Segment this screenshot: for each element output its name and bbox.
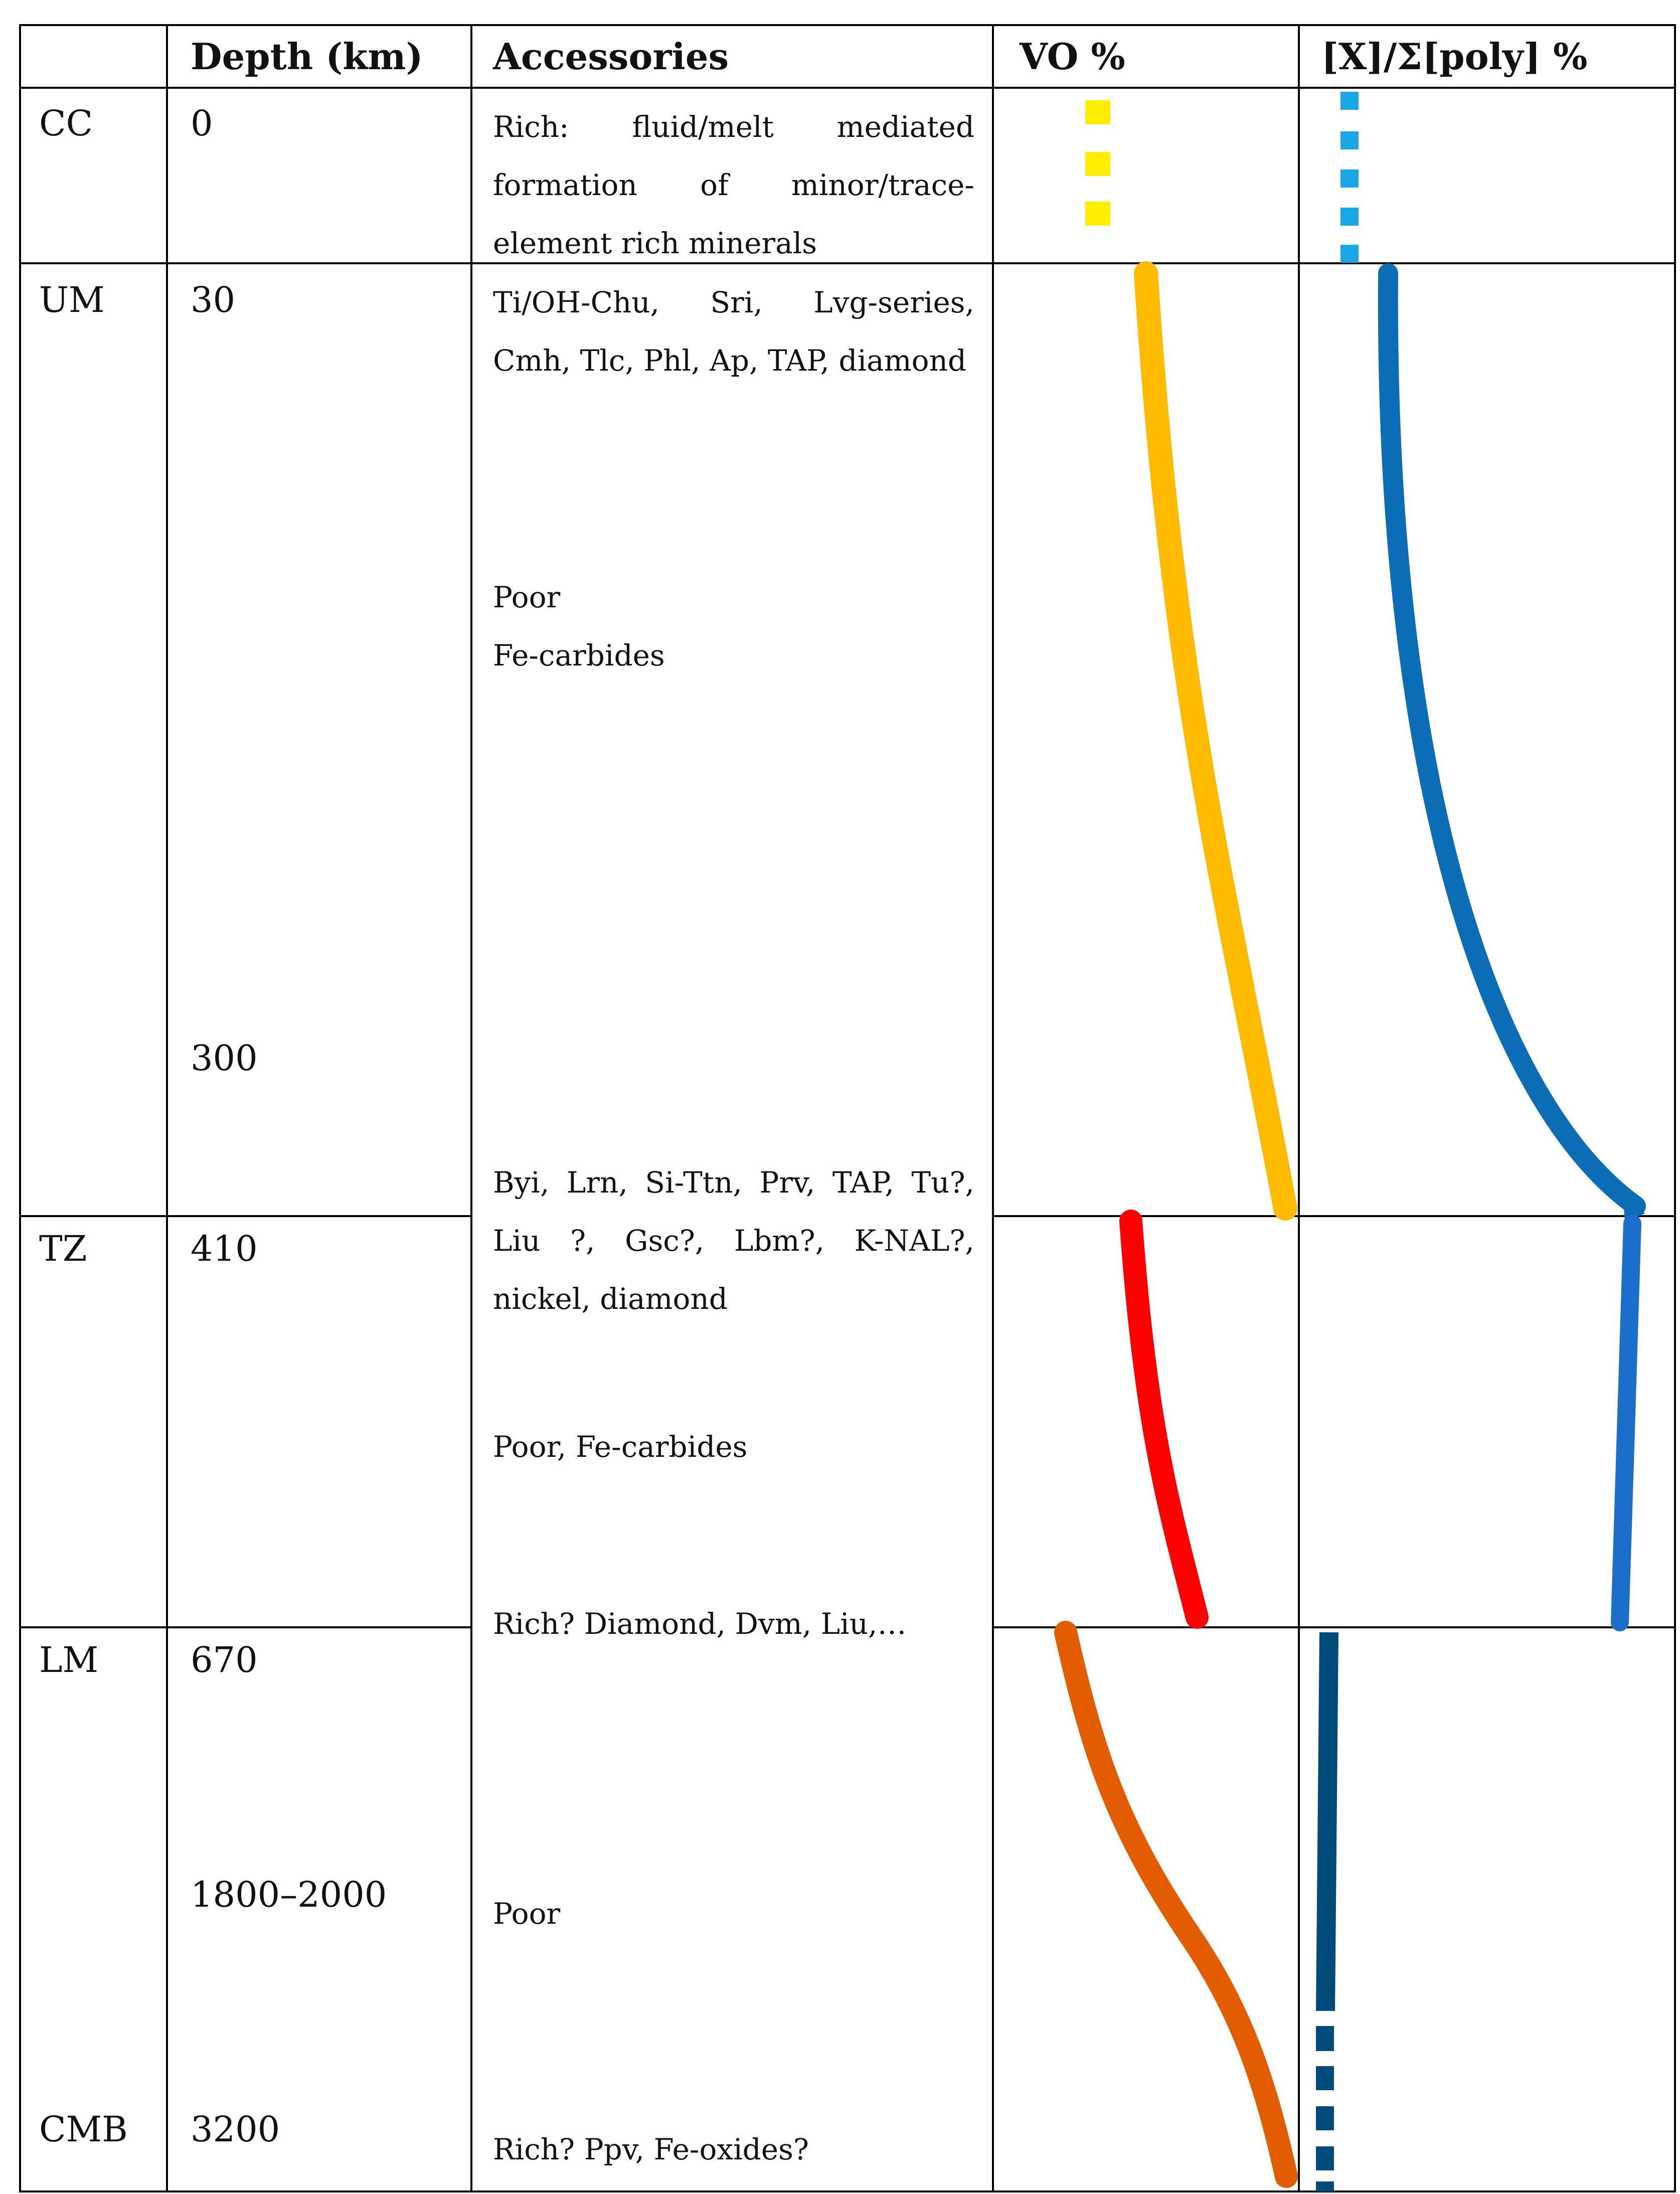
depth-1800-2000: 1800–2000 — [191, 1874, 387, 1915]
accessories-cmb: Rich? Ppv, Fe-oxides? — [493, 2132, 809, 2166]
zone-um: UM — [39, 279, 105, 320]
zone-lm: LM — [39, 1639, 99, 1680]
lm-ratio-line — [1316, 1632, 1338, 2011]
depth-0: 0 — [191, 103, 213, 144]
accessories-um-list: Ti/OH-Chu, Sri, Lvg-series, Cmh, Tlc, Ph… — [493, 285, 974, 378]
um-ratio-curve — [1378, 263, 1646, 1216]
depth-3200: 3200 — [191, 2109, 280, 2150]
header-depth: Depth (km) — [191, 35, 423, 78]
header-vo: VO % — [1020, 35, 1125, 78]
um-vo-curve — [1134, 261, 1297, 1221]
cc-ratio-dashes — [1340, 92, 1359, 263]
depth-410: 410 — [191, 1228, 258, 1269]
um-ratio-arrowhead — [1622, 1189, 1645, 1221]
zone-cc: CC — [39, 103, 93, 144]
accessories-um-fe-carbides: Fe-carbides — [493, 638, 665, 672]
accessories-tz-rich: Rich? Diamond, Dvm, Liu,… — [493, 1607, 907, 1641]
accessories-cc: Rich: fluid/melt mediated formation of m… — [493, 110, 974, 260]
accessories-tz-list: Byi, Lrn, Si-Ttn, Prv, TAP, Tu?, Liu ?, … — [493, 1165, 974, 1316]
tz-vo-curve — [1119, 1210, 1209, 1629]
accessories-um-poor: Poor — [493, 580, 561, 614]
header-ratio: [X]/Σ[poly] % — [1321, 35, 1588, 78]
tz-ratio-curve — [1611, 1215, 1641, 1631]
depth-300: 300 — [191, 1038, 258, 1079]
depth-30: 30 — [191, 279, 236, 320]
header-accessories: Accessories — [493, 35, 729, 78]
accessories-lm-poor: Poor — [493, 1897, 561, 1931]
lm-ratio-dashes — [1316, 2026, 1334, 2191]
accessories-tz-poor: Poor, Fe-carbides — [493, 1430, 748, 1464]
depth-670: 670 — [191, 1639, 258, 1680]
zone-cmb: CMB — [39, 2109, 128, 2150]
zone-tz: TZ — [39, 1228, 87, 1269]
lm-vo-curve — [1054, 1621, 1298, 2188]
cc-vo-dashes — [1085, 100, 1110, 226]
